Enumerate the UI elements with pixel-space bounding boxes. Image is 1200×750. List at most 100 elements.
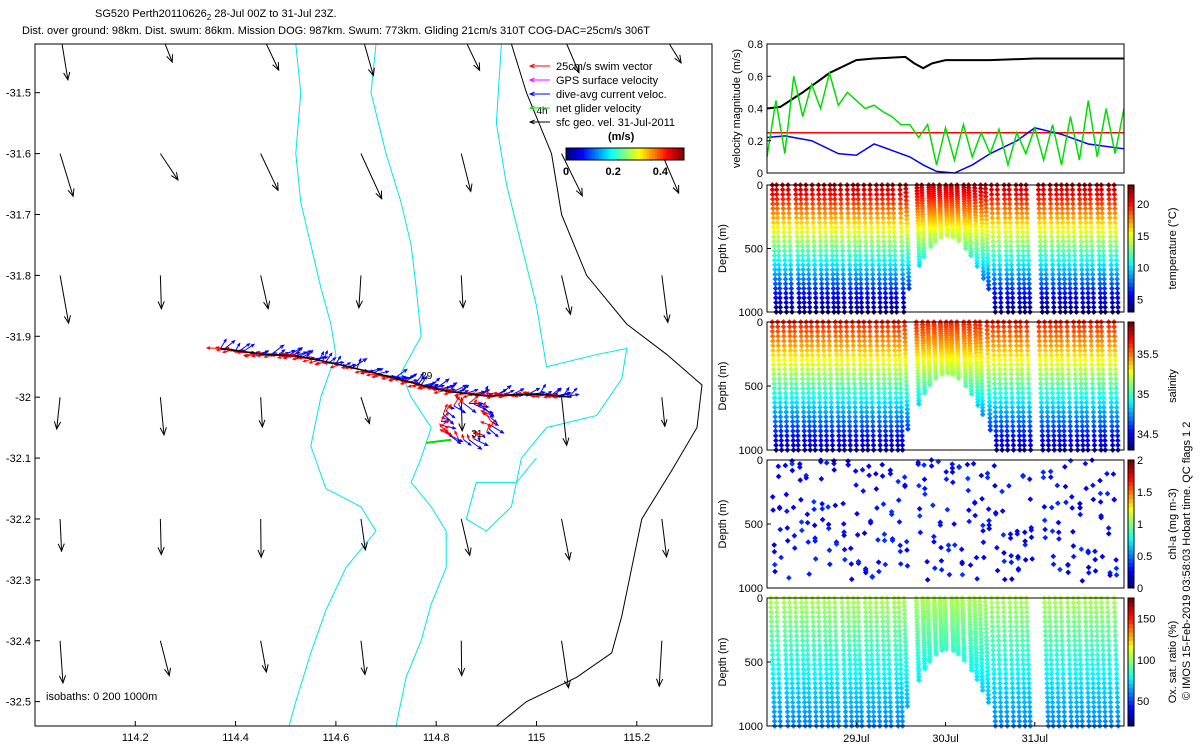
section-data-point xyxy=(980,272,987,278)
section-data-point xyxy=(991,276,998,282)
section-data-point xyxy=(904,243,911,250)
arrow-head xyxy=(489,410,494,414)
section-data-point xyxy=(1027,437,1034,444)
section-data-point xyxy=(915,223,922,230)
section-data-point xyxy=(1081,186,1088,193)
section-data-point xyxy=(1065,376,1072,382)
section-data-point xyxy=(899,252,905,259)
section-data-point xyxy=(1084,437,1091,444)
arrow-shaft xyxy=(453,396,460,406)
section-data-point xyxy=(979,244,986,251)
section-data-point xyxy=(846,413,853,420)
section-data-point xyxy=(888,432,895,439)
section-data-point xyxy=(914,203,921,209)
section-data-point xyxy=(787,347,794,354)
section-data-point xyxy=(1088,243,1095,249)
section-data-point xyxy=(794,652,800,658)
section-data-point xyxy=(998,418,1005,425)
section-data-point xyxy=(883,442,889,449)
section-data-point xyxy=(1100,262,1107,268)
section-data-point xyxy=(1019,215,1025,221)
geo-velocity-arrow xyxy=(660,397,668,428)
section-data-point xyxy=(887,390,893,396)
section-data-point xyxy=(835,418,842,425)
geo-velocity-arrow xyxy=(360,153,383,200)
section-data-point xyxy=(983,220,990,227)
section-data-point xyxy=(1066,395,1073,401)
section-data-point xyxy=(886,357,892,363)
section-data-point xyxy=(784,432,790,439)
section-data-point xyxy=(787,342,794,349)
dac-vector-arrow xyxy=(335,355,342,364)
section-data-point xyxy=(881,531,888,538)
section-data-point xyxy=(774,210,781,217)
section-data-point xyxy=(1079,413,1085,420)
section-data-point xyxy=(846,252,853,259)
section-data-point xyxy=(864,437,871,444)
section-data-point xyxy=(1026,290,1033,297)
section-data-point xyxy=(888,418,894,425)
section-data-point xyxy=(992,413,999,420)
section-data-point xyxy=(903,212,910,219)
section-data-point xyxy=(806,713,813,720)
section-data-point xyxy=(790,704,796,710)
section-data-point xyxy=(864,304,871,311)
section-data-point xyxy=(1013,205,1020,212)
section-data-point xyxy=(1114,428,1121,434)
section-data-point xyxy=(832,333,839,340)
section-data-point xyxy=(995,205,1001,212)
section-data-point xyxy=(888,428,895,434)
section-data-point xyxy=(804,357,811,363)
section-data-point xyxy=(810,233,817,240)
section-data-point xyxy=(1019,219,1026,226)
section-data-point xyxy=(1059,361,1065,368)
section-data-point xyxy=(806,404,812,411)
section-data-point xyxy=(834,290,841,297)
section-data-point xyxy=(995,219,1002,226)
section-data-point xyxy=(1064,333,1071,340)
arrow-head xyxy=(451,425,457,430)
section-data-point xyxy=(1045,442,1052,449)
arrow-head xyxy=(487,422,491,428)
section-data-point xyxy=(914,191,920,197)
section-data-point xyxy=(853,437,859,444)
section-data-point xyxy=(853,295,860,301)
section-data-point xyxy=(819,304,826,311)
isobath-label: isobaths: 0 200 1000m xyxy=(46,691,157,703)
section-data-point xyxy=(818,285,825,292)
geo-velocity-arrow xyxy=(159,153,179,182)
section-data-point xyxy=(990,328,996,335)
section-data-point xyxy=(870,428,876,434)
section-data-point xyxy=(805,266,812,273)
section-data-point xyxy=(1111,338,1118,344)
section-data-point xyxy=(1048,229,1055,235)
section-data-point xyxy=(778,428,784,434)
section-data-point xyxy=(1067,413,1073,420)
section-data-point xyxy=(867,205,874,212)
section-colorbar-swatch xyxy=(1128,201,1134,207)
section-data-point xyxy=(795,262,801,268)
section-data-point xyxy=(879,333,886,340)
section-data-point xyxy=(792,599,799,606)
section-data-point xyxy=(1067,290,1074,297)
section-data-point xyxy=(809,200,816,207)
section-data-point xyxy=(1082,361,1089,368)
section-data-point xyxy=(787,257,794,264)
section-data-point xyxy=(862,219,868,226)
section-data-point xyxy=(877,442,883,449)
section-data-point xyxy=(1079,437,1086,444)
section-data-point xyxy=(1002,385,1009,392)
section-data-point xyxy=(892,276,899,282)
section-data-point xyxy=(806,718,813,725)
section-colorbar-swatch xyxy=(1128,394,1134,400)
section-data-point xyxy=(1112,352,1118,359)
section-data-point xyxy=(853,482,859,488)
section-data-point xyxy=(997,276,1003,282)
section-colorbar-swatch xyxy=(1128,261,1134,266)
section-data-point xyxy=(771,243,778,249)
section-data-point xyxy=(1084,442,1091,449)
section-data-point xyxy=(778,432,784,439)
section-data-point xyxy=(896,347,903,354)
section-data-point xyxy=(1054,210,1061,217)
section-data-point xyxy=(921,485,928,492)
